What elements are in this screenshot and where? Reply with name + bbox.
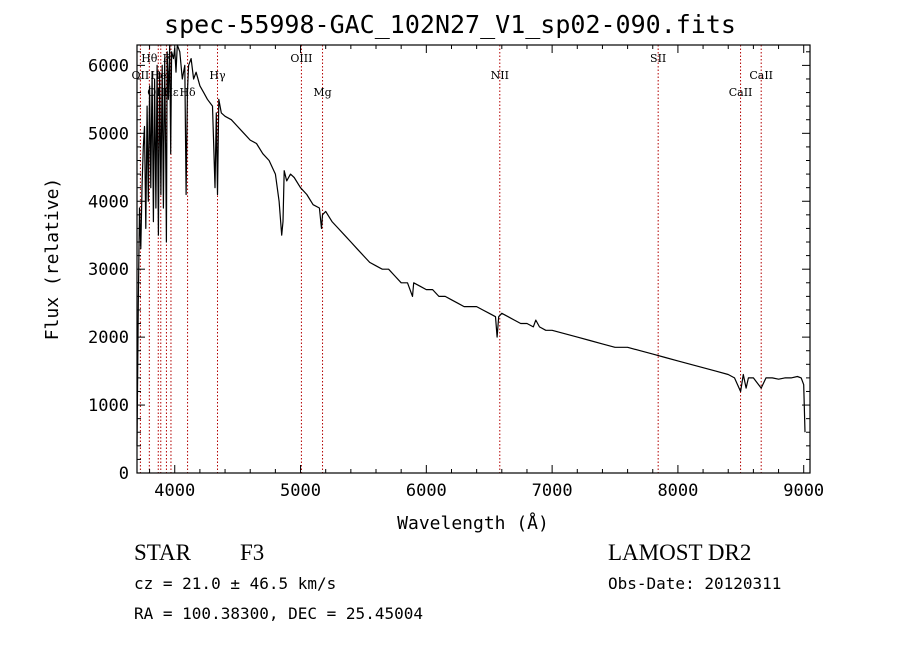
- spectral-subclass: F3: [240, 540, 265, 565]
- line-marker-label: Mg: [313, 86, 331, 99]
- redshift-cz: cz = 21.0 ± 46.5 km/s: [134, 574, 337, 593]
- line-marker-label: OII: [132, 69, 150, 82]
- x-tick-label: 8000: [657, 481, 698, 501]
- ra-dec-coordinates: RA = 100.38300, DEC = 25.45004: [134, 604, 423, 623]
- y-tick-label: 5000: [88, 124, 129, 144]
- y-tick-label: 0: [119, 464, 129, 484]
- axis-ticks: 4000 5000 6000 7000 8000 9000 0 1000 2000 3000 400…: [88, 45, 824, 501]
- y-tick-label: 3000: [88, 260, 129, 280]
- x-tick-label: 7000: [532, 481, 573, 501]
- chart-title: spec-55998-GAC_102N27_V1_sp02-090.fits: [164, 10, 736, 39]
- y-axis-label: Flux (relative): [42, 178, 63, 341]
- x-tick-label: 6000: [406, 481, 447, 501]
- y-tick-label: 2000: [88, 328, 129, 348]
- x-tick-label: 4000: [154, 481, 195, 501]
- y-tick-label: 1000: [88, 396, 129, 416]
- line-marker-label: SII: [650, 52, 666, 65]
- line-marker-label: Hγ: [209, 69, 226, 82]
- spectrum-line: [136, 44, 806, 446]
- x-tick-label: 5000: [280, 481, 321, 501]
- x-tick-label: 9000: [783, 481, 824, 501]
- object-type: STAR: [134, 540, 191, 565]
- line-marker-label: Hθ: [141, 52, 158, 65]
- line-marker-label: CaII: [729, 86, 753, 99]
- x-axis-label: Wavelength (Å): [397, 512, 549, 534]
- emission-line-markers: [139, 45, 762, 473]
- line-marker-label: HeI: [151, 69, 171, 82]
- line-marker-label: NII: [491, 69, 509, 82]
- y-tick-label: 6000: [88, 56, 129, 76]
- observation-date: Obs-Date: 20120311: [608, 574, 782, 593]
- plot-frame: [136, 44, 811, 474]
- data-release: LAMOST DR2: [608, 540, 752, 565]
- y-tick-label: 4000: [88, 192, 129, 212]
- line-marker-label: OIII: [290, 52, 312, 65]
- line-marker-label: CaII: [749, 69, 773, 82]
